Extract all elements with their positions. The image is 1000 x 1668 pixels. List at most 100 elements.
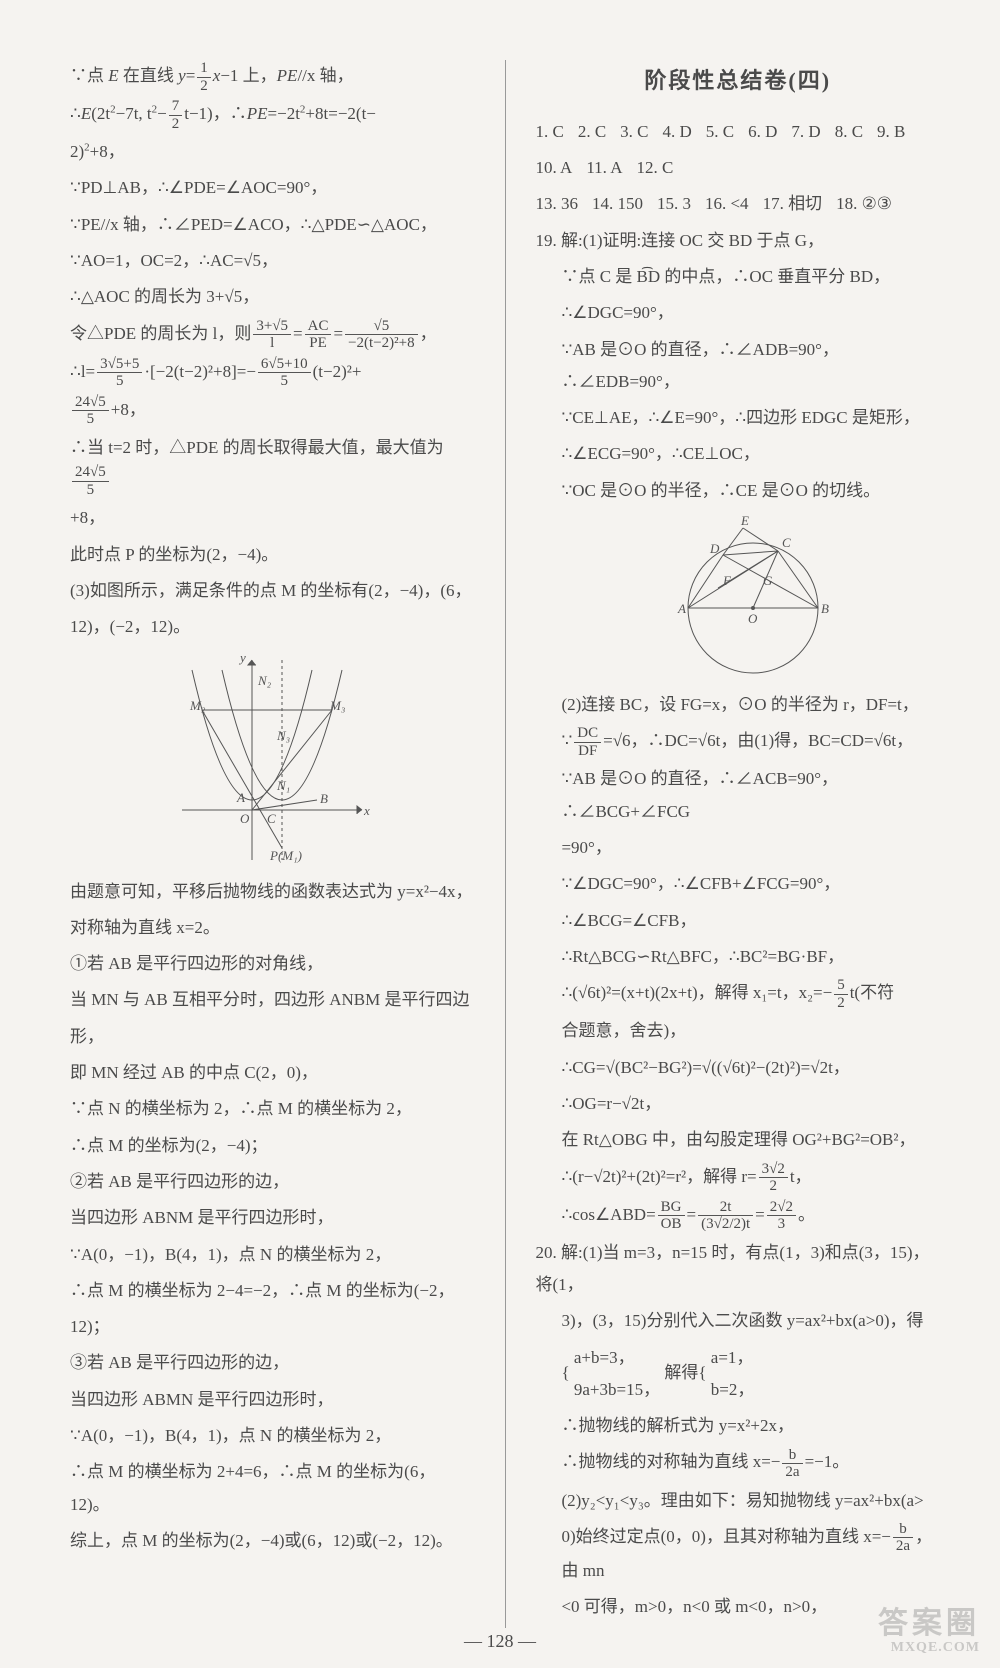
answer: 14. 150 [592,194,643,213]
denominator: PE [305,335,332,352]
text: t−1)，∴ [184,104,246,123]
watermark: 答案圈 MXQE.COM [878,1607,980,1655]
line: 对称轴为直线 x=2。 [70,912,475,944]
answer: 16. <4 [705,194,749,213]
figure-circle: A B C D E F G O [628,513,848,683]
line: ∵点 N 的横坐标为 2，∴点 M 的横坐标为 2， [70,1093,475,1125]
watermark-line1: 答案圈 [878,1607,980,1640]
watermark-line2: MXQE.COM [878,1640,980,1655]
answer: 13. 36 [535,194,578,213]
column-divider [505,60,506,1628]
answer: 9. B [877,122,905,141]
text: ∴(r−√2t)²+(2t)²=r²，解得 r= [561,1167,756,1186]
axis-y-label: y [238,650,246,665]
text: ， [420,324,437,343]
text: =−2t [268,104,300,123]
line: ∴点 M 的横坐标为 2+4=6，∴点 M 的坐标为(6，12)。 [70,1456,475,1521]
answer: 6. D [748,122,777,141]
line: 由题意可知，平移后抛物线的函数表达式为 y=x²−4x， [70,876,475,908]
denominator: 5 [72,411,109,428]
text: t， [790,1167,812,1186]
line: ∵AO=1，OC=2，∴AC=√5， [70,245,475,277]
denominator: 5 [258,373,311,390]
text: ∴cos∠ABD= [561,1205,655,1224]
pt-label: G [763,573,773,588]
numerator: 1 [197,60,211,78]
fraction: BGOB [658,1199,685,1233]
text: ∵ [561,731,572,750]
answer: 7. D [791,122,820,141]
pt-label: M₂ [189,698,206,713]
numerator: 24√5 [72,464,109,482]
numerator: AC [305,318,332,336]
line: 2)2+8， [70,136,475,168]
line: ∴OG=r−√2t， [535,1088,940,1120]
text: = [186,66,196,85]
line: 令△PDE 的周长为 l，则3+√5l=ACPE=√5−2(t−2)²+8， [70,318,475,352]
line: ∴CG=√(BC²−BG²)=√((√6t)²−(2t)²)=√2t， [535,1052,940,1084]
pt-label: N₃ [276,728,290,743]
text: ·[−2(t−2)²+8]=− [144,362,256,381]
text: = [755,1205,765,1224]
line: ∴点 M 的横坐标为 2−4=−2，∴点 M 的坐标为(−2， [70,1275,475,1307]
line: ∴(r−√2t)²+(2t)²=r²，解得 r=3√22t， [535,1161,940,1195]
line: ∵AB 是⊙O 的直径，∴∠ACB=90°，∴∠BCG+∠FCG [535,763,940,828]
eq: b=2， [711,1374,755,1406]
pt-label: A [677,601,686,616]
pt-label: N₂ [257,673,272,688]
line: ∵点 C 是 B͡D 的中点，∴OC 垂直平分 BD， [535,261,940,293]
line: 合题意，舍去)， [535,1015,940,1047]
denominator: 2 [834,995,848,1012]
line: (2)y₂<y₁<y₃。理由如下：易知抛物线 y=ax²+bx(a> [535,1485,940,1517]
line: ∵A(0，−1)，B(4，1)，点 N 的横坐标为 2， [70,1239,475,1271]
denominator: 2 [759,1178,788,1195]
page: ∵点 E 在直线 y=12x−1 上，PE//x 轴， ∴E(2t2−7t, t… [0,0,1000,1668]
brace: { [561,1363,569,1382]
denominator: −2(t−2)²+8 [345,335,418,352]
fraction: 2t(3√2/2)t [698,1199,753,1233]
pt-label: F [722,573,732,588]
denominator: 2 [169,116,183,133]
fraction: 72 [169,98,183,132]
answer: 3. C [620,122,648,141]
figure-parabola: x y O A B C N₁ N₂ N₃ M₂ M₃ P(M₁) [162,650,382,870]
fraction: b2a [893,1521,913,1555]
text: 2) [70,142,84,161]
text: 令△PDE 的周长为 l，则 [70,324,251,343]
var: PE [247,104,268,123]
pt-label: D [709,541,720,556]
line: 当四边形 ABNM 是平行四边形时， [70,1202,475,1234]
text: //x 轴， [297,66,353,85]
answer: 5. C [706,122,734,141]
fraction: 3√22 [759,1161,788,1195]
section-title: 阶段性总结卷(四) [535,60,940,102]
pt-label: N₁ [276,778,290,793]
answer: 4. D [663,122,692,141]
numerator: 3√5+5 [97,356,142,374]
numerator: 2√2 [767,1199,796,1217]
var: PE [277,66,298,85]
numerator: 7 [169,98,183,116]
pt-label: O [748,611,758,626]
page-number: — 128 — [0,1631,1000,1652]
text: 0)始终过定点(0，0)，且其对称轴为直线 x=− [561,1527,890,1546]
line: 19. 解:(1)证明:连接 OC 交 BD 于点 G， [535,225,940,257]
line: 12)，(−2，12)。 [70,611,475,643]
numerator: 3√2 [759,1161,788,1179]
denominator: 5 [97,373,142,390]
denominator: (3√2/2)t [698,1216,753,1233]
line: ∴点 M 的坐标为(2，−4)； [70,1130,475,1162]
line: 综上，点 M 的坐标为(2，−4)或(6，12)或(−2，12)。 [70,1525,475,1557]
denominator: DF [574,743,601,760]
numerator: 5 [834,977,848,995]
numerator: 2t [698,1199,753,1217]
line: ∵PD⊥AB，∴∠PDE=∠AOC=90°， [70,172,475,204]
fraction: ACPE [305,318,332,352]
line: ∵点 E 在直线 y=12x−1 上，PE//x 轴， [70,60,475,94]
line: ∴E(2t2−7t, t2−72t−1)，∴PE=−2t2+8t=−2(t− [70,98,475,132]
line: ③若 AB 是平行四边形的边， [70,1347,475,1379]
pt-label: B [821,601,829,616]
line: 在 Rt△OBG 中，由勾股定理得 OG²+BG²=OB²， [535,1124,940,1156]
numerator: b [782,1447,802,1465]
line: 当 MN 与 AB 互相平分时，四边形 ANBM 是平行四边 [70,984,475,1016]
